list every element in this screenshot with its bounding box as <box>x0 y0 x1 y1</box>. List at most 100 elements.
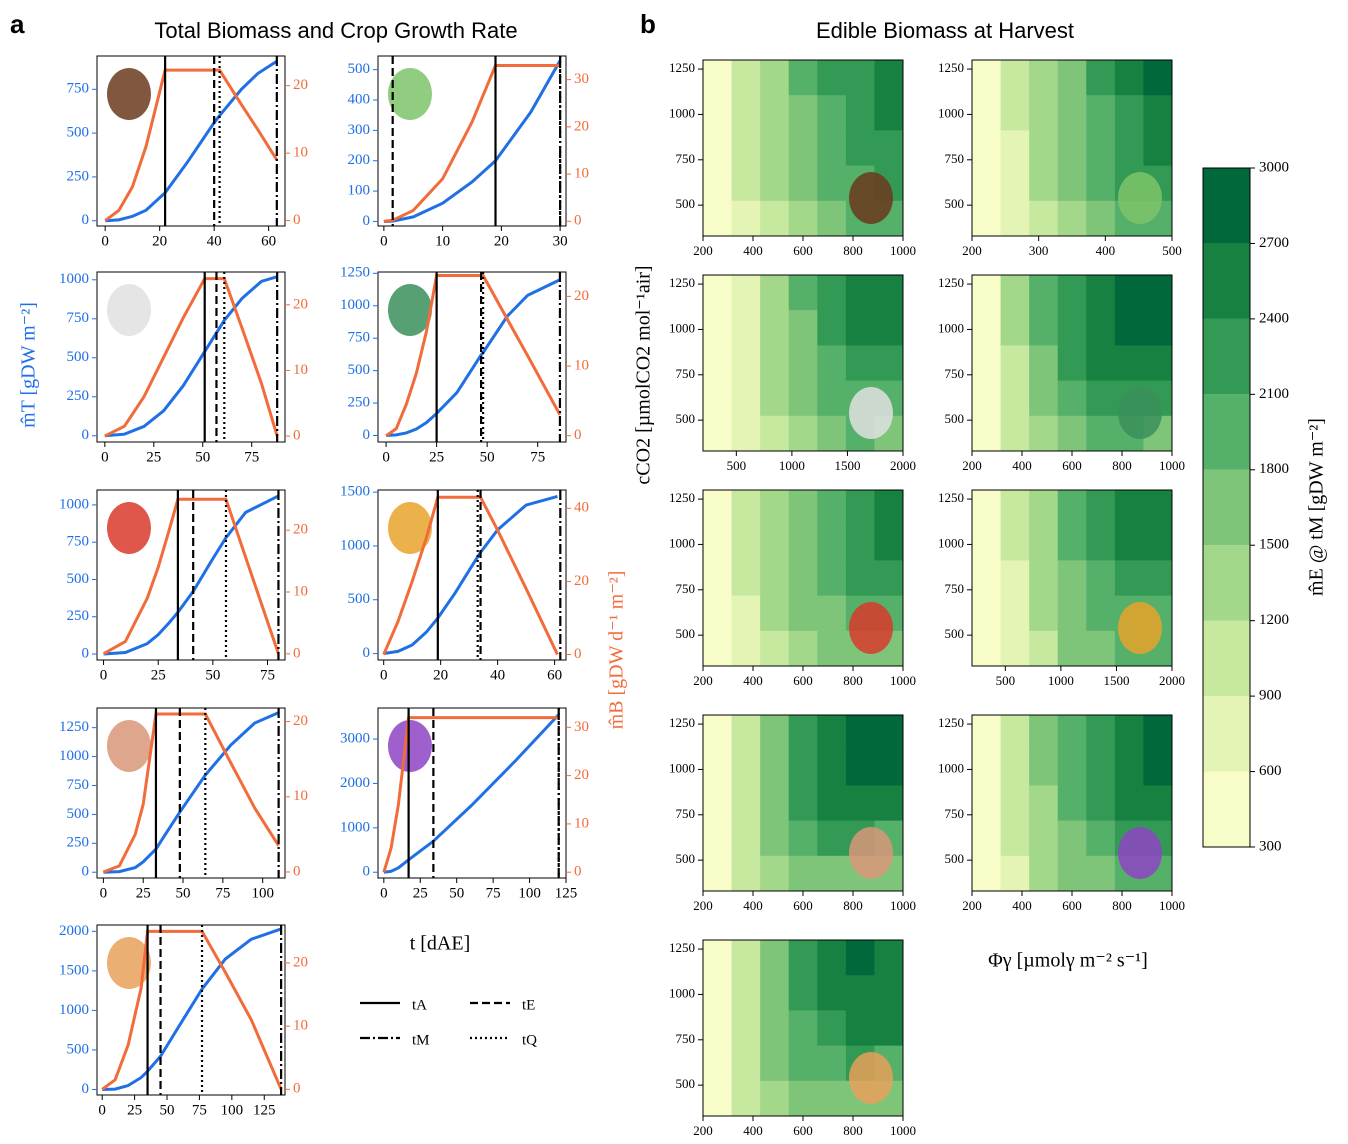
contour-cell <box>972 560 1002 597</box>
contour-cell <box>788 820 818 857</box>
y2-tick-label: 30 <box>574 719 589 735</box>
contour-cell <box>1086 345 1116 382</box>
x-tick-label: 0 <box>380 233 388 249</box>
x-tick-label: 100 <box>251 885 274 901</box>
x-tick-label: 50 <box>176 885 191 901</box>
contour-cell <box>788 95 818 131</box>
x-tick-label: 400 <box>743 1123 763 1138</box>
contour-cell <box>703 275 733 311</box>
contour-cell <box>703 820 733 857</box>
contour-cell <box>760 345 790 382</box>
contour-cell <box>817 750 847 786</box>
contour-cell <box>972 60 1002 96</box>
y-tick-label: 300 <box>348 122 371 138</box>
contour-cell <box>1000 595 1030 632</box>
contour-cell <box>731 630 761 667</box>
contour-cell <box>817 1080 847 1117</box>
x-tick-label: 800 <box>843 673 863 688</box>
contour-cell <box>1029 715 1059 751</box>
y-tick-label: 1500 <box>340 484 370 500</box>
contour-cell <box>1029 310 1059 346</box>
x-tick-label: 1000 <box>1159 458 1185 473</box>
x-axis-label: t [dAE] <box>410 933 471 955</box>
contour-cell <box>1086 560 1116 597</box>
contour-cell <box>788 490 818 526</box>
contour-cell <box>760 630 790 667</box>
y-tick-label: 250 <box>67 835 90 851</box>
contour-cell <box>817 560 847 597</box>
y-tick-label: 1250 <box>669 940 695 955</box>
x-tick-label: 0 <box>380 667 388 683</box>
contour-cell <box>760 855 790 892</box>
contour-cell <box>703 1080 733 1117</box>
y2-axis-label: m̂B [gDW d⁻¹ m⁻²] <box>606 571 628 730</box>
contour-cell <box>1086 200 1116 237</box>
x-tick-label: 400 <box>743 243 763 258</box>
y2-tick-label: 10 <box>293 788 308 804</box>
contour-cell <box>703 750 733 786</box>
contour-cell <box>1057 310 1087 346</box>
y-tick-label: 1250 <box>340 265 370 281</box>
contour-cell <box>1114 275 1144 311</box>
colorbar-band <box>1203 620 1250 697</box>
x-tick-label: 30 <box>553 233 568 249</box>
contour-cell <box>1086 165 1116 202</box>
series-line <box>385 273 562 437</box>
contour-cell <box>703 1045 733 1082</box>
contour-cell <box>1086 310 1116 346</box>
y2-tick-label: 20 <box>293 522 308 538</box>
y-tick-label: 500 <box>676 851 696 866</box>
contour-cell <box>760 975 790 1011</box>
contour-cell <box>731 595 761 632</box>
contour-cell <box>845 345 875 382</box>
contour-cell <box>788 525 818 561</box>
y-tick-label: 0 <box>82 645 90 661</box>
contour-cell <box>1114 60 1144 96</box>
contour-cell <box>788 60 818 96</box>
x-tick-label: 1000 <box>1159 898 1185 913</box>
y-tick-label: 750 <box>945 151 965 166</box>
y2-tick-label: 20 <box>574 767 589 783</box>
y-tick-label: 1250 <box>669 490 695 505</box>
crop-icon <box>849 602 893 654</box>
contour-cell <box>703 415 733 452</box>
contour-cell <box>731 560 761 597</box>
contour-cell <box>760 785 790 822</box>
y-tick-label: 750 <box>348 330 371 346</box>
contour-cell <box>874 60 904 96</box>
x-tick-label: 200 <box>693 898 713 913</box>
crop-icon <box>849 387 893 439</box>
contour-cell <box>731 785 761 822</box>
contour-cell <box>874 750 904 786</box>
contour-cell <box>845 975 875 1011</box>
contour-cell <box>817 415 847 452</box>
contour-cell <box>703 785 733 822</box>
x-tick-label: 500 <box>996 673 1016 688</box>
contour-cell <box>1143 130 1173 167</box>
x-tick-label: 75 <box>260 667 275 683</box>
contour-cell <box>703 975 733 1011</box>
y-tick-label: 0 <box>363 213 371 229</box>
x-tick-label: 40 <box>207 233 222 249</box>
colorbar-band <box>1203 243 1250 319</box>
x-axis-label: Φγ [µmolγ m⁻² s⁻¹] <box>988 950 1148 972</box>
contour-cell <box>731 940 761 976</box>
legend-label: tA <box>412 997 427 1013</box>
contour-cell <box>1057 60 1087 96</box>
y-tick-label: 1000 <box>938 760 964 775</box>
contour-cell <box>788 940 818 976</box>
contour-cell <box>788 200 818 237</box>
contour-cell <box>703 60 733 96</box>
y-tick-label: 2000 <box>59 923 89 939</box>
y2-tick-label: 10 <box>293 145 308 161</box>
contour-cell <box>1114 560 1144 597</box>
colorbar-band <box>1203 696 1250 772</box>
contour-cell <box>1086 275 1116 311</box>
contour-cell <box>845 1010 875 1047</box>
y2-tick-label: 10 <box>574 165 589 181</box>
x-tick-label: 50 <box>480 449 495 465</box>
y2-tick-label: 10 <box>574 357 589 373</box>
y2-tick-label: 0 <box>293 863 301 879</box>
contour-cell <box>731 60 761 96</box>
colorbar-band <box>1203 469 1250 546</box>
